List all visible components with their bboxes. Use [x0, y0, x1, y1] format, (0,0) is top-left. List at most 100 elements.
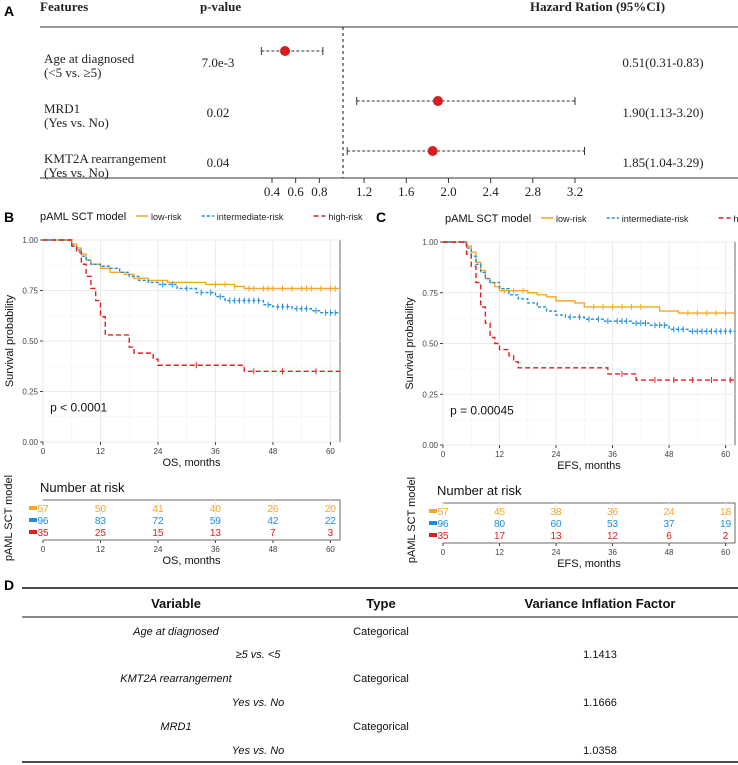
km-x-tick-label: 48 — [665, 450, 674, 459]
vif-row-variable: Yes vs. No — [232, 745, 285, 757]
vif-table: Variable Type Variance Inflation Factor … — [22, 587, 738, 763]
km-x-tick-label: 36 — [608, 450, 617, 459]
forest-row-pvalue: 7.0e-3 — [202, 55, 235, 70]
km-y-tick-label: 0.00 — [22, 438, 38, 447]
risk-table-x-tick-label: 0 — [41, 545, 46, 554]
km-y-tick-label: 0.75 — [422, 289, 438, 298]
vif-row-type: Categorical — [353, 721, 409, 733]
km-x-tick-label: 0 — [441, 450, 446, 459]
risk-table-group-key — [429, 521, 437, 525]
km-panel-efs: pAML SCT model low-risk intermediate-risk h… — [404, 213, 738, 570]
vif-row-value: 1.1666 — [583, 697, 617, 709]
forest-header-hr: Hazard Ration (95%CI) — [530, 0, 665, 14]
forest-row-hr-text: 0.51(0.31-0.83) — [622, 55, 703, 70]
km-y-axis-title: Survival probability — [4, 294, 16, 387]
km-legend-label-low-risk: low-risk — [556, 214, 587, 224]
risk-table-box — [442, 502, 736, 544]
risk-table-cell: 26 — [267, 504, 279, 515]
risk-table-cell: 19 — [720, 519, 732, 530]
risk-table-x-tick-label: 60 — [326, 545, 335, 554]
km-x-axis-title: EFS, months — [557, 460, 621, 472]
risk-table-cell: 2 — [723, 531, 729, 542]
km-curve-intermediate-risk — [443, 241, 735, 333]
risk-table-x-tick-label: 36 — [608, 548, 617, 557]
forest-header-features: Features — [40, 0, 88, 14]
km-y-tick-label: 0.50 — [422, 340, 438, 349]
forest-x-tick-label: 2.0 — [440, 184, 456, 199]
vif-row-variable: Age at diagnosed — [132, 626, 220, 638]
risk-table-cell: 22 — [325, 516, 337, 527]
risk-table-x-axis-title: EFS, months — [557, 558, 621, 570]
vif-header-vif: Variance Inflation Factor — [525, 596, 676, 611]
risk-table-box — [42, 499, 341, 541]
risk-table-x-tick-label: 60 — [721, 548, 730, 557]
risk-table-cell: 53 — [607, 519, 619, 530]
risk-table-cell: 36 — [607, 507, 619, 518]
km-x-axis-title: OS, months — [162, 457, 221, 469]
vif-row-variable: KMT2A rearrangement — [120, 673, 232, 685]
risk-table-cell: 6 — [666, 531, 672, 542]
forest-row-sublabel: (Yes vs. No) — [44, 165, 109, 180]
km-y-tick-label: 0.75 — [22, 287, 38, 296]
risk-table-title: Number at risk — [40, 480, 125, 495]
km-x-tick-label: 24 — [154, 447, 163, 456]
risk-table-cell: 57 — [437, 507, 449, 518]
km-curve-high-risk — [443, 241, 735, 381]
risk-table-cell: 25 — [95, 528, 107, 539]
risk-table-group-key — [429, 533, 437, 537]
risk-table-title: Number at risk — [437, 483, 522, 498]
risk-table-cell: 42 — [267, 516, 279, 527]
risk-table-cell: 3 — [328, 528, 334, 539]
risk-table-cell: 12 — [607, 531, 619, 542]
risk-table-cell: 59 — [210, 516, 222, 527]
km-y-axis-title: Survival probability — [404, 297, 416, 390]
km-x-tick-label: 60 — [721, 450, 730, 459]
forest-plot: Features p-value Hazard Ration (95%CI) A… — [40, 0, 738, 199]
risk-table-cell: 15 — [152, 528, 164, 539]
forest-x-tick-label: 2.8 — [525, 184, 541, 199]
risk-table-cell: 80 — [494, 519, 506, 530]
forest-row-sublabel: (Yes vs. No) — [44, 115, 109, 130]
risk-table-x-tick-label: 48 — [268, 545, 277, 554]
vif-row-variable: Yes vs. No — [232, 697, 285, 709]
forest-row-pvalue: 0.04 — [207, 155, 230, 170]
risk-table-cell: 45 — [494, 507, 506, 518]
km-curve-intermediate-risk — [43, 239, 340, 314]
forest-row-label: KMT2A rearrangement — [44, 151, 167, 166]
forest-row-pvalue: 0.02 — [207, 105, 230, 120]
forest-row-hr-text: 1.90(1.13-3.20) — [622, 105, 703, 120]
risk-table-group-key — [429, 509, 437, 513]
risk-table-cell: 57 — [37, 504, 49, 515]
risk-table-cell: 18 — [720, 507, 732, 518]
vif-row-value: 1.0358 — [583, 745, 617, 757]
forest-x-tick-label: 2.4 — [483, 184, 500, 199]
risk-table-x-axis-title: OS, months — [162, 555, 221, 567]
forest-row-hr-text: 1.85(1.04-3.29) — [622, 155, 703, 170]
forest-row-sublabel: (<5 vs. ≥5) — [44, 65, 101, 80]
risk-table-cell: 35 — [437, 531, 449, 542]
risk-table-cell: 20 — [325, 504, 337, 515]
km-legend-label-high-risk: high-risk — [734, 214, 738, 224]
risk-table-cell: 17 — [494, 531, 506, 542]
forest-x-tick-label: 3.2 — [567, 184, 583, 199]
forest-header-pvalue: p-value — [200, 0, 241, 14]
km-legend-label-intermediate-risk: intermediate-risk — [217, 212, 284, 222]
km-legend-title: pAML SCT model — [40, 211, 126, 223]
vif-row-type: Categorical — [353, 626, 409, 638]
forest-x-tick-label: 1.6 — [398, 184, 415, 199]
risk-table-cell: 96 — [37, 516, 49, 527]
panel-letter-d: D — [4, 577, 14, 593]
km-curve-high-risk — [43, 239, 340, 372]
risk-table-cell: 13 — [550, 531, 562, 542]
risk-table-x-tick-label: 12 — [495, 548, 504, 557]
risk-table-cell: 83 — [95, 516, 107, 527]
risk-table-cell: 96 — [437, 519, 449, 530]
risk-table-x-tick-label: 24 — [552, 548, 561, 557]
risk-table-x-tick-label: 36 — [211, 545, 220, 554]
forest-row-label: Age at diagnosed — [44, 51, 135, 66]
risk-table-x-tick-label: 12 — [96, 545, 105, 554]
risk-table-cell: 72 — [152, 516, 164, 527]
vif-row-variable: ≥5 vs. <5 — [236, 649, 282, 661]
risk-table-cell: 50 — [95, 504, 107, 515]
km-legend-label-low-risk: low-risk — [151, 212, 182, 222]
